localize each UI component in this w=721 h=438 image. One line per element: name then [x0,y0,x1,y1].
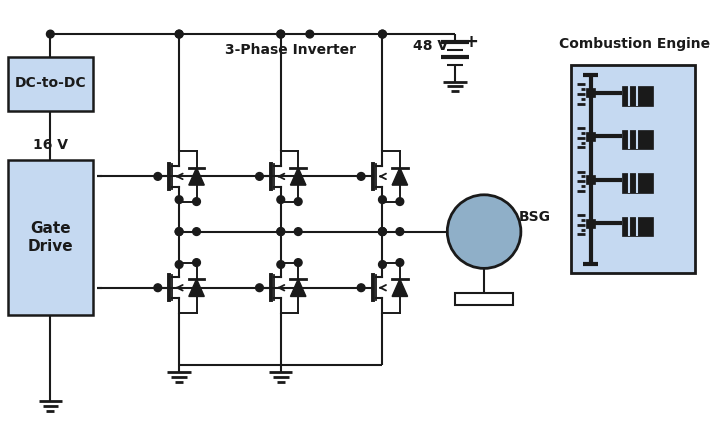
Circle shape [193,228,200,236]
Text: 48 V: 48 V [413,39,448,53]
Circle shape [379,228,386,236]
Circle shape [294,259,302,266]
Circle shape [154,284,162,292]
Circle shape [379,196,386,204]
Circle shape [175,196,183,204]
Bar [622,130,653,149]
Bar [622,217,653,237]
Circle shape [154,173,162,180]
Circle shape [175,30,183,38]
Text: 3-Phase Inverter: 3-Phase Inverter [225,42,356,57]
Polygon shape [189,279,204,297]
Circle shape [46,30,54,38]
Circle shape [306,30,314,38]
Circle shape [175,228,183,236]
Circle shape [358,284,365,292]
Text: BSG: BSG [518,210,550,224]
Circle shape [447,195,521,268]
Circle shape [379,30,386,38]
Circle shape [193,198,200,205]
Circle shape [396,259,404,266]
Text: 16 V: 16 V [33,138,68,152]
Circle shape [294,198,302,205]
Bar [8,160,93,315]
Polygon shape [189,168,204,185]
Text: Gate
Drive: Gate Drive [27,221,73,254]
Circle shape [193,259,200,266]
Circle shape [379,261,386,268]
Bar [571,65,695,273]
Circle shape [175,261,183,268]
Polygon shape [392,168,407,185]
Polygon shape [392,279,407,297]
Circle shape [256,173,263,180]
Circle shape [358,173,365,180]
Circle shape [277,30,285,38]
Circle shape [256,284,263,292]
Circle shape [277,30,285,38]
Bar [585,132,596,141]
Bar [622,173,653,193]
Circle shape [396,228,404,236]
Circle shape [396,198,404,205]
Bar [585,219,596,228]
Circle shape [277,196,285,204]
Circle shape [379,30,386,38]
Circle shape [294,228,302,236]
Bar [8,57,93,110]
Bar [455,293,513,305]
Circle shape [175,228,183,236]
Polygon shape [291,279,306,297]
Text: DC-to-DC: DC-to-DC [14,77,86,91]
Circle shape [379,228,386,236]
Bar [585,176,596,184]
Circle shape [277,261,285,268]
Circle shape [175,30,183,38]
Bar [585,88,596,97]
Circle shape [277,228,285,236]
Text: Combustion Engine: Combustion Engine [559,37,709,51]
Bar [622,86,653,106]
Circle shape [277,228,285,236]
Polygon shape [291,168,306,185]
Circle shape [379,228,386,236]
Text: +: + [463,33,478,51]
